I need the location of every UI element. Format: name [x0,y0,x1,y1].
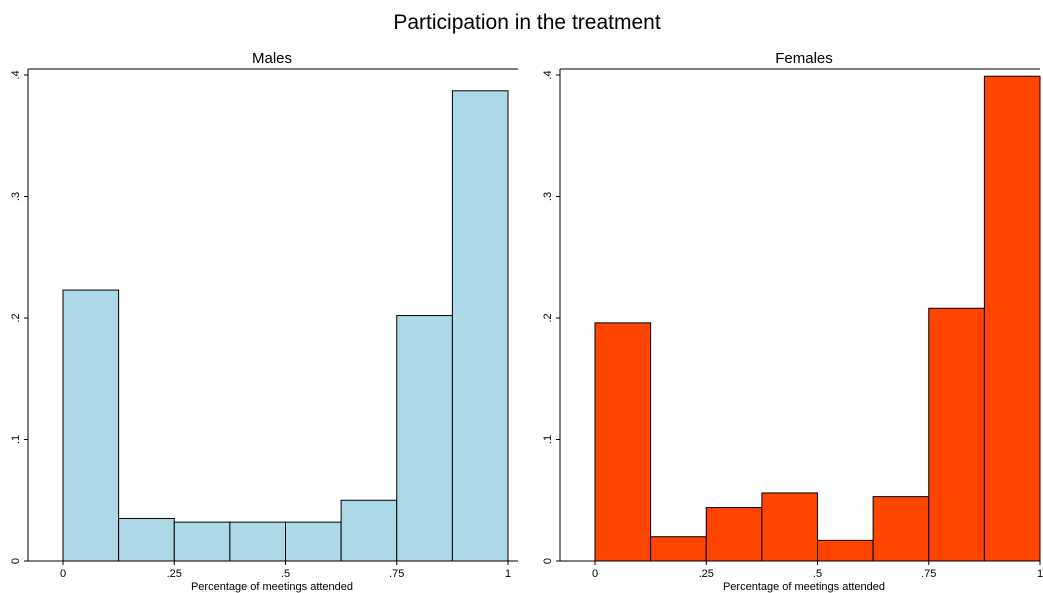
panel-males: Males Percentage of meetings attended 0.… [10,50,518,593]
y-tick-label-males-1: .1 [10,435,22,444]
bar-females-3 [761,492,818,562]
y-tick-label-males-0: 0 [10,558,22,564]
y-tick-label-females-0: 0 [542,558,554,564]
y-tick-label-females-1: .1 [542,435,554,444]
x-tick-label-females-1: .25 [699,568,714,580]
bar-males-7 [451,90,509,562]
y-tick-label-males-4: .4 [10,70,22,79]
chart-title: Participation in the treatment [393,11,660,34]
y-tick-label-females-4: .4 [542,70,554,79]
bar-males-6 [396,315,453,562]
bar-females-1 [650,536,707,562]
x-tick-label-females-0: 0 [592,568,598,580]
bar-females-4 [817,539,874,562]
x-tick-label-females-2: .5 [813,568,822,580]
x-axis-label-males: Percentage of meetings attended [191,581,353,593]
x-tick-label-females-4: 1 [1037,568,1043,580]
y-tick-label-females-3: .3 [542,192,554,201]
bar-females-6 [928,307,985,562]
bar-females-0 [594,322,652,562]
bar-males-1 [118,517,175,562]
bar-males-4 [285,521,342,562]
x-tick-label-males-3: .75 [389,568,404,580]
x-tick-label-males-4: 1 [505,568,511,580]
x-tick-label-males-0: 0 [60,568,66,580]
bar-females-7 [983,75,1041,562]
x-axis-label-females: Percentage of meetings attended [723,581,885,593]
panel-title-females: Females [775,50,833,67]
bar-males-2 [173,521,231,562]
panel-females: Females Percentage of meetings attended … [542,50,1043,593]
panel-title-males: Males [252,50,292,67]
bar-males-3 [229,521,286,562]
bar-males-0 [62,289,120,562]
bar-females-5 [872,496,930,562]
x-tick-label-females-3: .75 [921,568,936,580]
y-tick-label-females-2: .2 [542,313,554,322]
bar-females-2 [705,507,763,562]
bar-males-5 [340,499,398,562]
y-tick-label-males-3: .3 [10,192,22,201]
x-tick-label-males-2: .5 [281,568,290,580]
x-tick-label-males-1: .25 [167,568,182,580]
y-tick-label-males-2: .2 [10,313,22,322]
